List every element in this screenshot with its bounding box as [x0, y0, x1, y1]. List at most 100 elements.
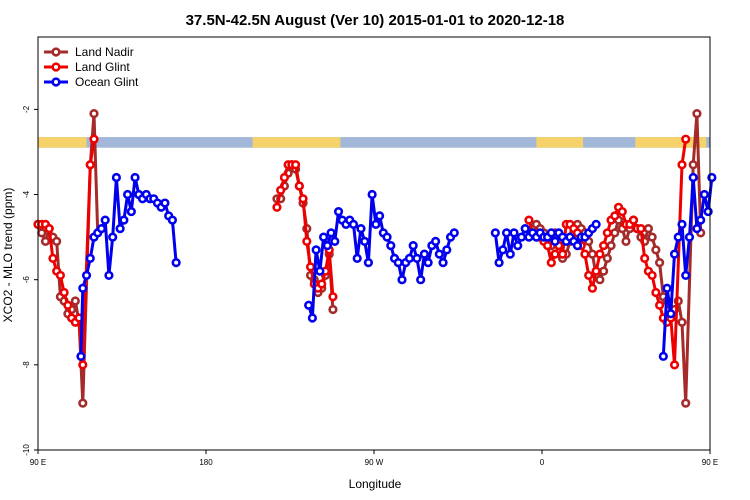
data-point [692, 223, 702, 234]
data-point [40, 236, 51, 246]
data-point [662, 283, 672, 293]
data-point [598, 241, 609, 251]
data-point [63, 300, 73, 310]
data-point [348, 219, 359, 229]
y-axis-ticks: -2 -4 -6 -8 -10 [22, 105, 38, 456]
data-point [89, 109, 99, 119]
data-point [55, 270, 66, 281]
data-point [494, 258, 504, 268]
legend-marker [51, 47, 61, 57]
data-point [498, 245, 508, 255]
data-point [171, 258, 181, 268]
x-tick-label: 180 [199, 458, 213, 467]
data-point [677, 317, 687, 327]
x-tick-label: 90 E [702, 458, 718, 467]
data-point [677, 219, 687, 229]
data-point [419, 249, 430, 259]
data-point [677, 160, 687, 170]
data-point [681, 134, 691, 144]
data-point [602, 253, 612, 264]
chart-title: 37.5N-42.5N August (Ver 10) 2015-01-01 t… [186, 12, 565, 29]
data-point [610, 228, 620, 238]
data-point [307, 313, 318, 323]
data-point [328, 292, 338, 302]
data-point [516, 232, 527, 242]
y-tick-label: -6 [22, 276, 31, 284]
data-point [360, 236, 370, 246]
data-point [580, 249, 590, 259]
data-point [557, 249, 568, 259]
data-point [681, 398, 691, 408]
data-point [272, 202, 282, 212]
data-point [688, 160, 698, 170]
data-point [44, 223, 54, 234]
data-point [76, 351, 86, 361]
data-point [78, 283, 88, 293]
legend-marker [51, 62, 61, 72]
x-axis-label: Longitude [349, 477, 402, 491]
y-axis-label: XCO2 - MLO trend (ppm) [1, 188, 15, 323]
legend-item: Land Glint [44, 60, 130, 74]
data-point [423, 258, 433, 268]
data-point [363, 258, 374, 268]
data-point [591, 266, 601, 276]
data-point [520, 223, 530, 234]
data-point [591, 219, 601, 229]
data-point [449, 228, 459, 238]
data-point [673, 232, 683, 242]
data-point [37, 228, 47, 238]
land-band-segment [635, 137, 707, 148]
data-point [651, 245, 661, 255]
data-point [598, 266, 609, 276]
data-point [48, 253, 58, 264]
data-point [651, 287, 661, 298]
data-point [85, 160, 95, 170]
data-point [294, 181, 304, 191]
data-point [386, 241, 396, 251]
ocean-band [38, 137, 710, 148]
data-point [546, 228, 556, 238]
data-point [408, 241, 418, 251]
data-point [658, 351, 668, 361]
data-point [434, 249, 444, 259]
data-point [550, 236, 560, 246]
data-point [542, 241, 553, 251]
data-point [602, 228, 612, 238]
data-point [100, 215, 110, 225]
data-point [393, 258, 403, 268]
data-point [298, 194, 308, 204]
data-point [302, 236, 312, 246]
legend-marker [51, 77, 61, 87]
data-point [490, 228, 500, 238]
data-point [699, 189, 710, 200]
data-point [78, 360, 88, 370]
y-tick-label: -2 [22, 105, 31, 113]
data-point [319, 232, 329, 242]
data-point [382, 232, 392, 242]
land-ocean-band [38, 137, 710, 148]
data-point [317, 279, 327, 289]
data-point [356, 223, 366, 234]
data-point [412, 253, 422, 264]
y-tick-label: -8 [22, 361, 31, 369]
data-point [78, 398, 88, 408]
y-tick-label: -10 [22, 444, 31, 456]
data-point [505, 249, 515, 259]
data-point [108, 232, 118, 242]
data-point [431, 236, 441, 246]
data-point [167, 215, 177, 225]
data-point [111, 172, 121, 183]
data-point [572, 241, 583, 251]
y-tick-label: -4 [22, 190, 31, 198]
data-point [416, 275, 426, 285]
data-point [276, 185, 286, 195]
data-point [85, 253, 95, 264]
data-point [326, 228, 336, 238]
data-point [610, 211, 620, 221]
data-point [70, 296, 80, 306]
data-point [291, 160, 301, 170]
legend-item: Ocean Glint [44, 75, 139, 89]
data-point [375, 211, 385, 221]
